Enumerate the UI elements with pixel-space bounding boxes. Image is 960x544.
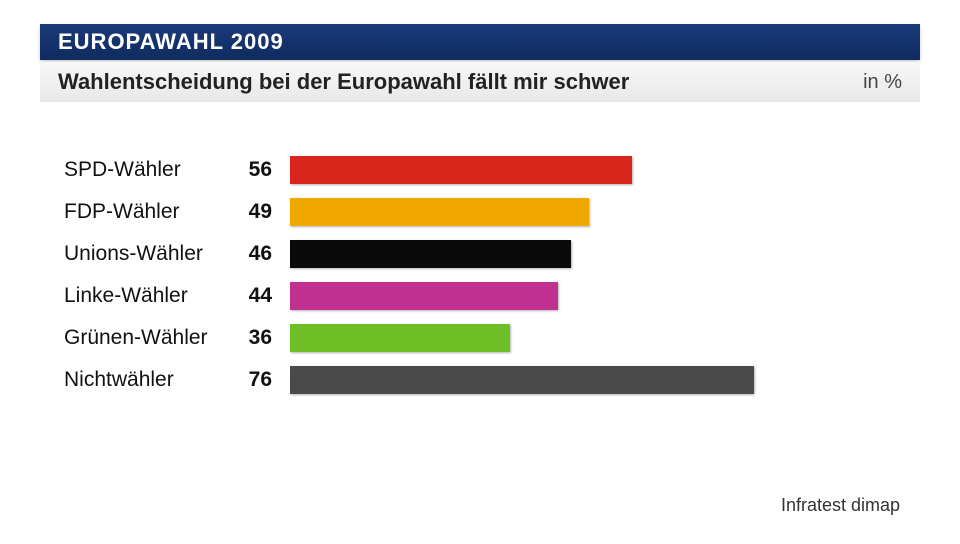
subtitle-row: Wahlentscheidung bei der Europawahl fäll… (40, 62, 920, 102)
subtitle-text: Wahlentscheidung bei der Europawahl fäll… (58, 69, 629, 95)
bar-container (290, 366, 900, 394)
row-label: Linke-Wähler (60, 284, 235, 308)
bar-fdp (290, 198, 589, 226)
row-value: 49 (235, 200, 290, 224)
row-label: Unions-Wähler (60, 242, 235, 266)
bar-container (290, 324, 900, 352)
row-label: Nichtwähler (60, 368, 235, 392)
chart-row: Grünen-Wähler 36 (60, 318, 900, 358)
chart-area: SPD-Wähler 56 FDP-Wähler 49 Unions-Wähle… (60, 150, 900, 402)
chart-row: Linke-Wähler 44 (60, 276, 900, 316)
row-value: 44 (235, 284, 290, 308)
header-bar: EUROPAWAHL 2009 (40, 24, 920, 60)
bar-gruene (290, 324, 510, 352)
row-label: FDP-Wähler (60, 200, 235, 224)
subtitle-unit: in % (863, 71, 902, 94)
chart-container: EUROPAWAHL 2009 Wahlentscheidung bei der… (0, 0, 960, 544)
bar-spd (290, 156, 632, 184)
bar-container (290, 198, 900, 226)
row-label: SPD-Wähler (60, 158, 235, 182)
bar-union (290, 240, 571, 268)
row-value: 76 (235, 368, 290, 392)
bar-container (290, 240, 900, 268)
chart-row: Unions-Wähler 46 (60, 234, 900, 274)
footer-credit: Infratest dimap (781, 495, 900, 516)
chart-row: SPD-Wähler 56 (60, 150, 900, 190)
bar-nichtwaehler (290, 366, 754, 394)
header-title: EUROPAWAHL 2009 (58, 29, 284, 55)
row-value: 36 (235, 326, 290, 350)
chart-row: FDP-Wähler 49 (60, 192, 900, 232)
chart-row: Nichtwähler 76 (60, 360, 900, 400)
row-value: 56 (235, 158, 290, 182)
row-label: Grünen-Wähler (60, 326, 235, 350)
row-value: 46 (235, 242, 290, 266)
bar-container (290, 156, 900, 184)
bar-container (290, 282, 900, 310)
bar-linke (290, 282, 558, 310)
